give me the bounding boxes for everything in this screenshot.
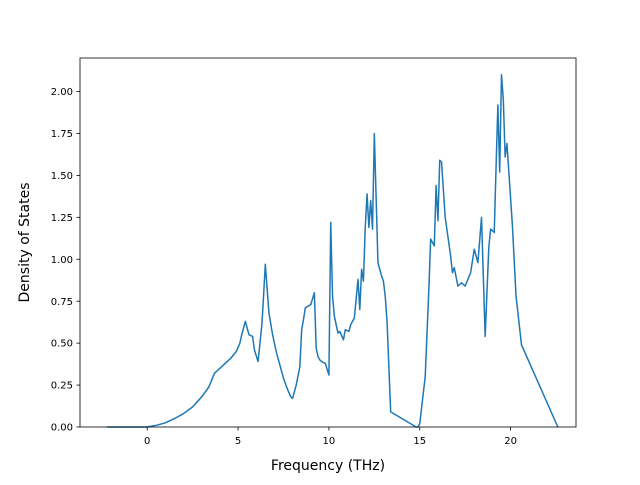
dos-series-line-0 (107, 74, 559, 428)
y-tick-label: 0.75 (51, 297, 73, 308)
y-tick-label: 0.50 (51, 339, 73, 350)
y-tick-label: 2.00 (51, 87, 73, 98)
x-tick-label: 5 (235, 436, 241, 447)
series-layer (107, 74, 559, 428)
y-axis-label: Density of States (17, 183, 33, 303)
y-tick-label: 1.25 (51, 213, 73, 224)
y-tick-label: 1.50 (51, 171, 73, 182)
x-tick-label: 20 (504, 436, 517, 447)
plot-area-frame (79, 57, 577, 428)
x-axis: 0 5 10 15 20 (144, 427, 517, 447)
x-axis-label: Frequency (THz) (271, 458, 385, 474)
x-tick-label: 15 (413, 436, 426, 447)
y-tick-label: 0.25 (51, 381, 73, 392)
y-tick-label: 0.00 (51, 423, 73, 434)
y-axis: 0.00 0.25 0.50 0.75 1.00 1.25 1.50 1.75 2.00 (51, 87, 80, 434)
y-tick-label: 1.00 (51, 255, 73, 266)
y-tick-label: 1.75 (51, 129, 73, 140)
x-tick-label: 10 (323, 436, 336, 447)
x-tick-label: 0 (144, 436, 150, 447)
